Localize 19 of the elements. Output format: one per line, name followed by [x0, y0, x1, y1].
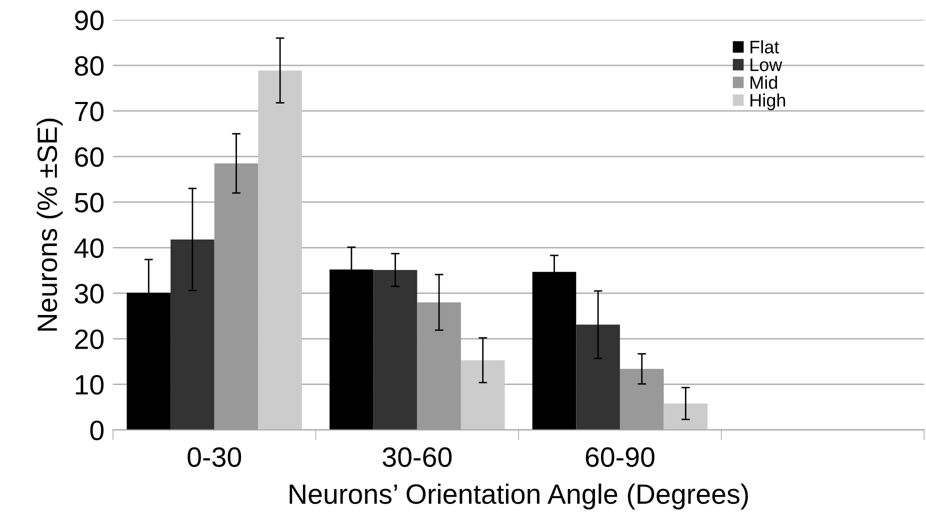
y-tick-label: 60 [75, 147, 104, 167]
x-tick-label: 60-90 [586, 447, 654, 467]
x-tick-label: 30-60 [382, 447, 452, 467]
legend-label: Mid [750, 76, 778, 89]
y-tick-label: 80 [74, 56, 104, 76]
y-axis-title: Neurons (% ±SE) [36, 118, 63, 331]
x-axis-title: Neurons’ Orientation Angle (Degrees) [290, 484, 748, 510]
legend-label: Low [750, 58, 782, 72]
y-tick-label: 0 [90, 420, 104, 440]
y-tick-label: 20 [75, 329, 104, 350]
legend-label: High [750, 93, 786, 110]
y-tick-label: 90 [75, 10, 104, 30]
y-tick-label: 70 [75, 102, 104, 122]
x-tick-label: 0-30 [188, 447, 242, 467]
y-tick-label: 40 [74, 238, 104, 258]
y-tick-label: 50 [74, 192, 104, 212]
y-tick-label: 30 [74, 284, 104, 304]
legend-label: Flat [750, 40, 780, 54]
y-tick-label: 10 [76, 375, 104, 395]
